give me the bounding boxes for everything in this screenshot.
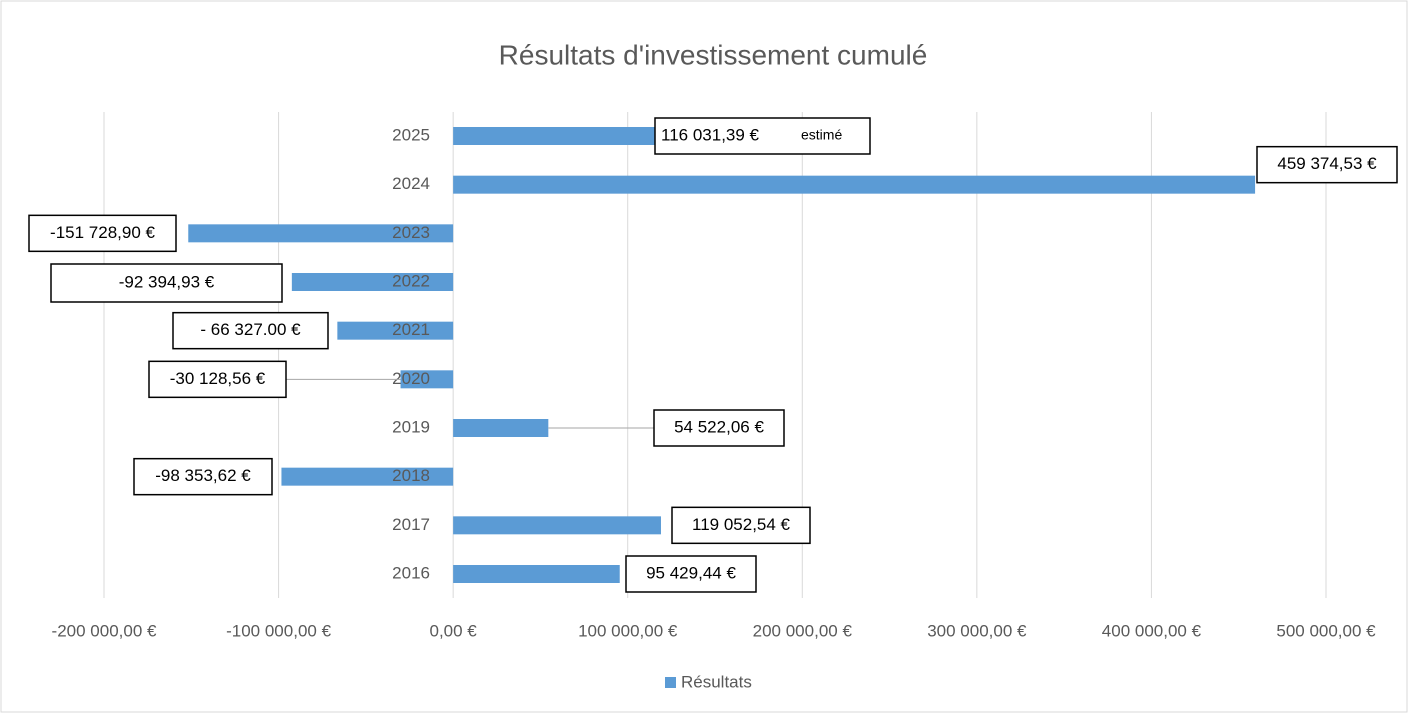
y-tick-label: 2024 [392, 174, 430, 193]
x-tick-label: -100 000,00 € [226, 621, 331, 640]
x-tick-label: -200 000,00 € [52, 621, 157, 640]
label-box [50, 263, 283, 303]
label-box [625, 555, 757, 593]
value-label: -92 394,93 € [119, 272, 215, 291]
data-label: 54 522,06 € [548, 409, 785, 447]
data-label: 95 429,44 € [625, 555, 757, 593]
x-tick-label: 300 000,00 € [927, 621, 1027, 640]
value-label: 119 052,54 € [692, 515, 791, 534]
x-tick-label: 400 000,00 € [1102, 621, 1202, 640]
data-label: -98 353,62 € [133, 457, 273, 496]
y-tick-label: 2022 [392, 271, 430, 290]
data-label: - 66 327.00 € [172, 311, 329, 350]
y-tick-label: 2025 [392, 125, 430, 144]
bar [281, 467, 454, 486]
y-tick-label: 2019 [392, 417, 430, 436]
y-tick-label: 2016 [392, 563, 430, 582]
bar [453, 565, 620, 583]
y-tick-label: 2021 [392, 320, 430, 339]
label-box [671, 506, 811, 545]
data-label: -151 728,90 € [28, 214, 177, 253]
y-tick-label: 2017 [392, 515, 430, 534]
value-label: -98 353,62 € [155, 466, 251, 485]
data-label: -30 128,56 € [148, 360, 401, 399]
data-label: -92 394,93 € [50, 263, 283, 303]
x-tick-label: 200 000,00 € [753, 621, 853, 640]
x-tick-label: 500 000,00 € [1276, 621, 1376, 640]
label-box [148, 360, 287, 399]
legend-swatch [665, 677, 676, 688]
value-label: - 66 327.00 € [200, 320, 301, 339]
bar [188, 224, 454, 243]
data-label: 119 052,54 € [671, 506, 811, 545]
label-box [172, 311, 329, 350]
x-tick-label: 100 000,00 € [578, 621, 678, 640]
bar [337, 321, 454, 340]
label-box [653, 409, 785, 447]
value-label: 54 522,06 € [674, 417, 764, 436]
annotation: estimé [801, 127, 842, 143]
bar [453, 175, 1256, 194]
x-tick-label: 0,00 € [430, 621, 478, 640]
data-label: 116 031,39 € estimé [654, 117, 871, 155]
bar [453, 419, 549, 437]
legend-label: Résultats [681, 672, 752, 691]
y-tick-label: 2023 [392, 223, 430, 242]
value-label: -151 728,90 € [50, 223, 155, 242]
label-box [133, 457, 273, 496]
bar [453, 516, 661, 535]
bar [453, 127, 656, 145]
label-box [654, 117, 871, 155]
value-label: 116 031,39 € [661, 125, 760, 144]
value-label: 459 374,53 € [1277, 154, 1377, 173]
label-box [28, 214, 177, 253]
data-label: 459 374,53 € [1256, 145, 1398, 184]
y-tick-label: 2020 [392, 369, 430, 388]
label-box [1256, 145, 1398, 184]
bar [291, 273, 454, 291]
value-label: 95 429,44 € [646, 563, 736, 582]
chart-title: Résultats d'investissement cumulé [499, 39, 928, 70]
value-label: -30 128,56 € [170, 369, 266, 388]
bar [400, 370, 454, 389]
y-tick-label: 2018 [392, 466, 430, 485]
